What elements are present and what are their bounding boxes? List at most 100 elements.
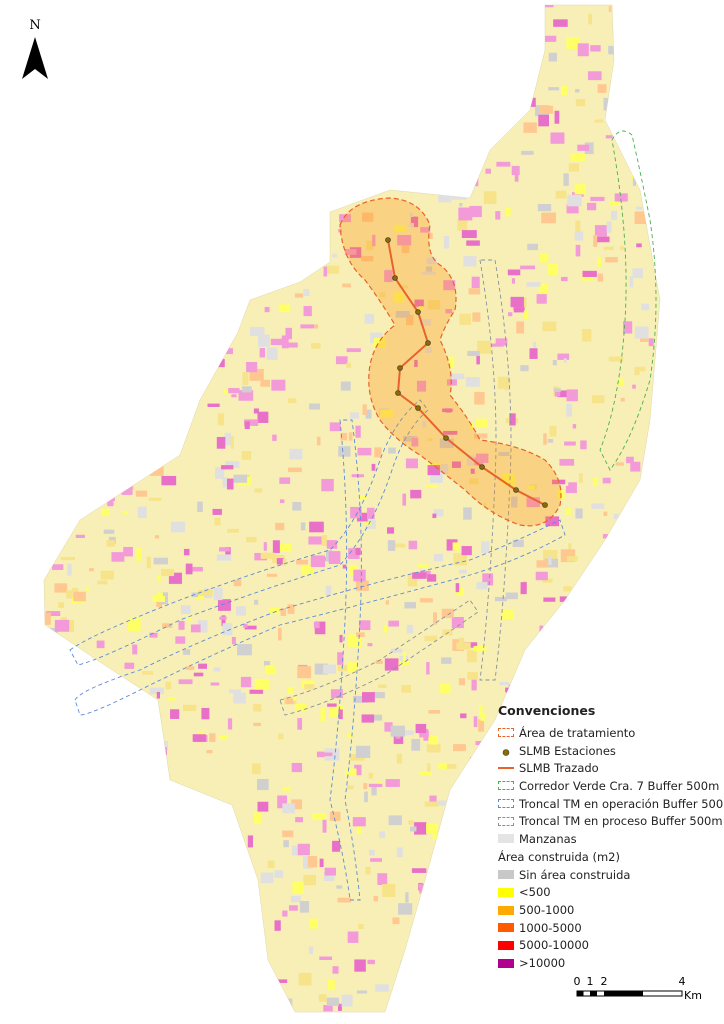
built-area-block <box>280 608 287 616</box>
built-area-block <box>654 198 660 210</box>
built-area-block <box>186 666 195 670</box>
built-area-block <box>58 82 63 86</box>
built-area-block <box>648 338 654 347</box>
built-area-block <box>455 583 460 593</box>
built-area-block <box>339 214 351 223</box>
built-area-block <box>378 684 387 689</box>
built-area-block <box>338 709 343 720</box>
built-area-block <box>48 810 63 816</box>
built-area-block <box>565 507 571 515</box>
legend-item: Troncal TM en operación Buffer 500m <box>498 795 724 813</box>
built-area-block <box>521 150 534 155</box>
built-area-block <box>433 553 443 562</box>
built-area-block <box>111 233 119 240</box>
built-area-block <box>296 559 309 565</box>
built-area-block <box>425 266 433 272</box>
built-area-block <box>482 573 494 586</box>
built-area-block <box>201 823 216 836</box>
built-area-block <box>640 335 649 342</box>
built-area-block <box>44 314 52 319</box>
built-area-block <box>151 120 163 128</box>
built-area-block <box>610 680 616 691</box>
built-area-block <box>54 619 70 632</box>
built-area-block <box>130 264 138 274</box>
north-arrow: N <box>20 18 50 85</box>
built-area-block <box>537 204 552 212</box>
built-area-block <box>659 533 660 542</box>
built-area-block <box>78 175 88 189</box>
built-area-block <box>204 1009 220 1012</box>
built-area-block <box>463 256 477 267</box>
built-area-block <box>291 5 297 12</box>
built-area-block <box>289 448 303 460</box>
built-area-block <box>477 340 491 354</box>
built-area-block <box>129 69 135 79</box>
built-area-block <box>57 992 72 1004</box>
built-area-block <box>337 652 344 665</box>
built-area-block <box>374 447 382 458</box>
built-area-block <box>99 430 115 440</box>
station-point <box>415 405 421 411</box>
built-area-block <box>152 595 165 602</box>
legend-item-label: Troncal TM en proceso Buffer 500m <box>519 814 723 829</box>
slmb-stations <box>385 237 548 508</box>
built-area-block <box>347 733 354 738</box>
built-area-block <box>58 261 65 268</box>
built-area-block <box>405 314 414 326</box>
built-area-block <box>311 201 322 211</box>
built-area-block <box>638 132 654 141</box>
built-area-block <box>113 420 129 427</box>
built-area-block <box>203 1003 211 1009</box>
built-area-block <box>358 923 364 929</box>
built-area-block <box>266 573 278 577</box>
built-area-block <box>119 78 134 89</box>
built-area-block <box>353 695 368 703</box>
built-area-block <box>162 623 173 628</box>
built-area-block <box>548 556 552 566</box>
built-area-block <box>462 775 466 788</box>
built-area-block <box>292 501 302 511</box>
built-area-block <box>88 568 94 572</box>
built-area-block <box>230 436 234 449</box>
built-area-block <box>312 72 326 77</box>
built-area-block <box>58 750 66 754</box>
built-area-block <box>528 485 535 490</box>
built-area-block <box>272 434 277 441</box>
built-area-block <box>156 691 161 699</box>
built-area-block <box>411 437 419 447</box>
built-area-block <box>427 763 431 775</box>
built-area-block <box>57 146 69 152</box>
built-area-block <box>74 126 78 134</box>
class-swatch <box>498 870 514 880</box>
built-area-block <box>202 255 215 264</box>
built-area-block <box>217 9 228 20</box>
built-area-block <box>428 232 433 239</box>
built-area-block <box>406 624 413 634</box>
built-area-block <box>131 275 139 280</box>
built-area-block <box>254 678 270 690</box>
built-area-block <box>452 177 464 183</box>
built-area-block <box>326 265 340 274</box>
built-area-block <box>178 679 193 685</box>
built-area-block <box>171 75 181 80</box>
built-area-block <box>613 513 619 519</box>
built-area-block <box>538 114 550 127</box>
built-area-block <box>524 11 537 16</box>
built-area-block <box>137 506 147 519</box>
built-area-block <box>605 257 618 263</box>
built-area-block <box>500 53 504 60</box>
built-area-block <box>176 180 181 190</box>
built-area-block <box>107 84 120 93</box>
built-area-block <box>206 205 221 213</box>
built-area-block <box>277 214 282 222</box>
built-area-block <box>433 909 441 913</box>
built-area-block <box>483 84 491 97</box>
built-area-block <box>307 856 318 868</box>
built-area-block <box>94 193 105 200</box>
built-area-block <box>257 411 269 423</box>
legend-class: <500 <box>498 884 724 902</box>
built-area-block <box>107 498 114 507</box>
built-area-block <box>161 741 169 752</box>
built-area-block <box>151 113 163 117</box>
built-area-block <box>136 903 140 913</box>
